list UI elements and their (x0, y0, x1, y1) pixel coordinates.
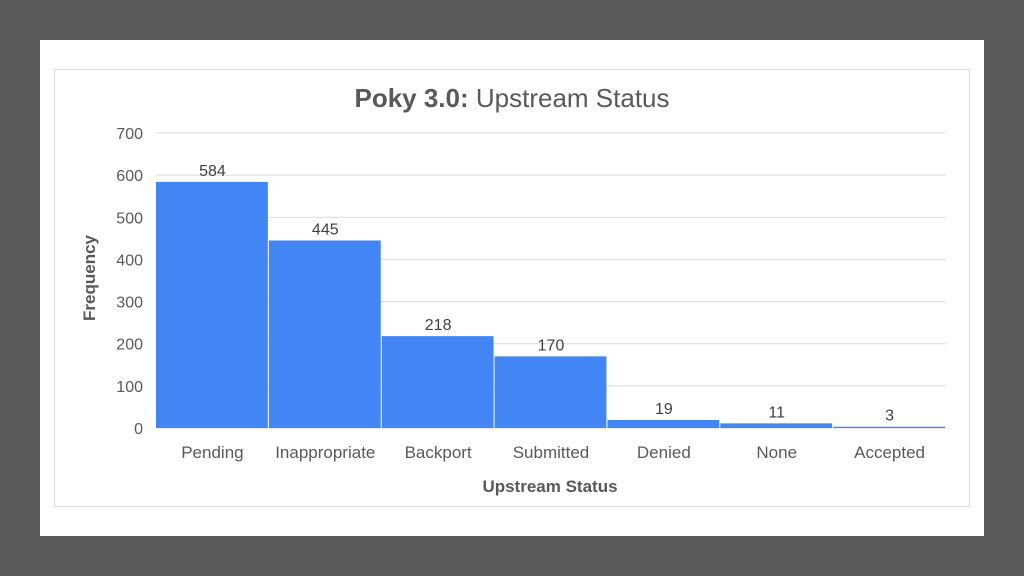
chart-title-bold: Poky 3.0: (354, 83, 468, 113)
chart-title: Poky 3.0: Upstream Status (354, 83, 669, 113)
bar-backport (381, 336, 494, 428)
y-tick-label: 100 (116, 379, 143, 396)
y-axis-title: Frequency (80, 234, 99, 321)
y-tick-label: 500 (116, 210, 143, 227)
chart-title-rest: Upstream Status (469, 83, 670, 113)
bars (156, 181, 945, 428)
y-tick-label: 700 (116, 126, 143, 143)
slide-background: Poky 3.0: Upstream Status 0 100 200 300 400 5… (40, 40, 984, 536)
data-label: 218 (425, 317, 452, 334)
x-category-label: Accepted (854, 443, 925, 462)
x-category-label: Backport (405, 443, 472, 462)
y-tick-label: 200 (116, 337, 143, 354)
x-category-label: None (756, 443, 797, 462)
x-axis-title: Upstream Status (482, 477, 617, 496)
bar-pending (156, 181, 268, 428)
data-label: 584 (199, 163, 226, 180)
x-category-label: Inappropriate (275, 443, 375, 462)
x-category-label: Denied (637, 443, 691, 462)
y-tick-label: 0 (134, 421, 143, 438)
bar-inappropriate (268, 240, 381, 428)
x-category-label: Submitted (513, 443, 590, 462)
y-tick-label: 600 (116, 168, 143, 185)
x-category-label: Pending (181, 443, 243, 462)
data-label: 3 (885, 408, 894, 425)
bar-submitted (494, 356, 607, 428)
y-tick-label: 300 (116, 295, 143, 312)
data-labels: 584 445 218 170 19 11 3 (199, 163, 894, 425)
data-label: 11 (768, 404, 785, 421)
x-axis-categories: Pending Inappropriate Backport Submitted Den… (181, 443, 925, 462)
chart-frame: Poky 3.0: Upstream Status 0 100 200 300 400 5… (54, 69, 970, 507)
data-label: 19 (655, 401, 673, 418)
data-label: 170 (538, 337, 565, 354)
y-axis-ticks: 0 100 200 300 400 500 600 700 (116, 126, 143, 438)
bar-chart: Poky 3.0: Upstream Status 0 100 200 300 400 5… (80, 83, 946, 496)
bar-denied (607, 419, 720, 428)
y-tick-label: 400 (116, 252, 143, 269)
bar-none (720, 423, 833, 428)
data-label: 445 (312, 221, 339, 238)
bar-accepted (833, 426, 945, 428)
